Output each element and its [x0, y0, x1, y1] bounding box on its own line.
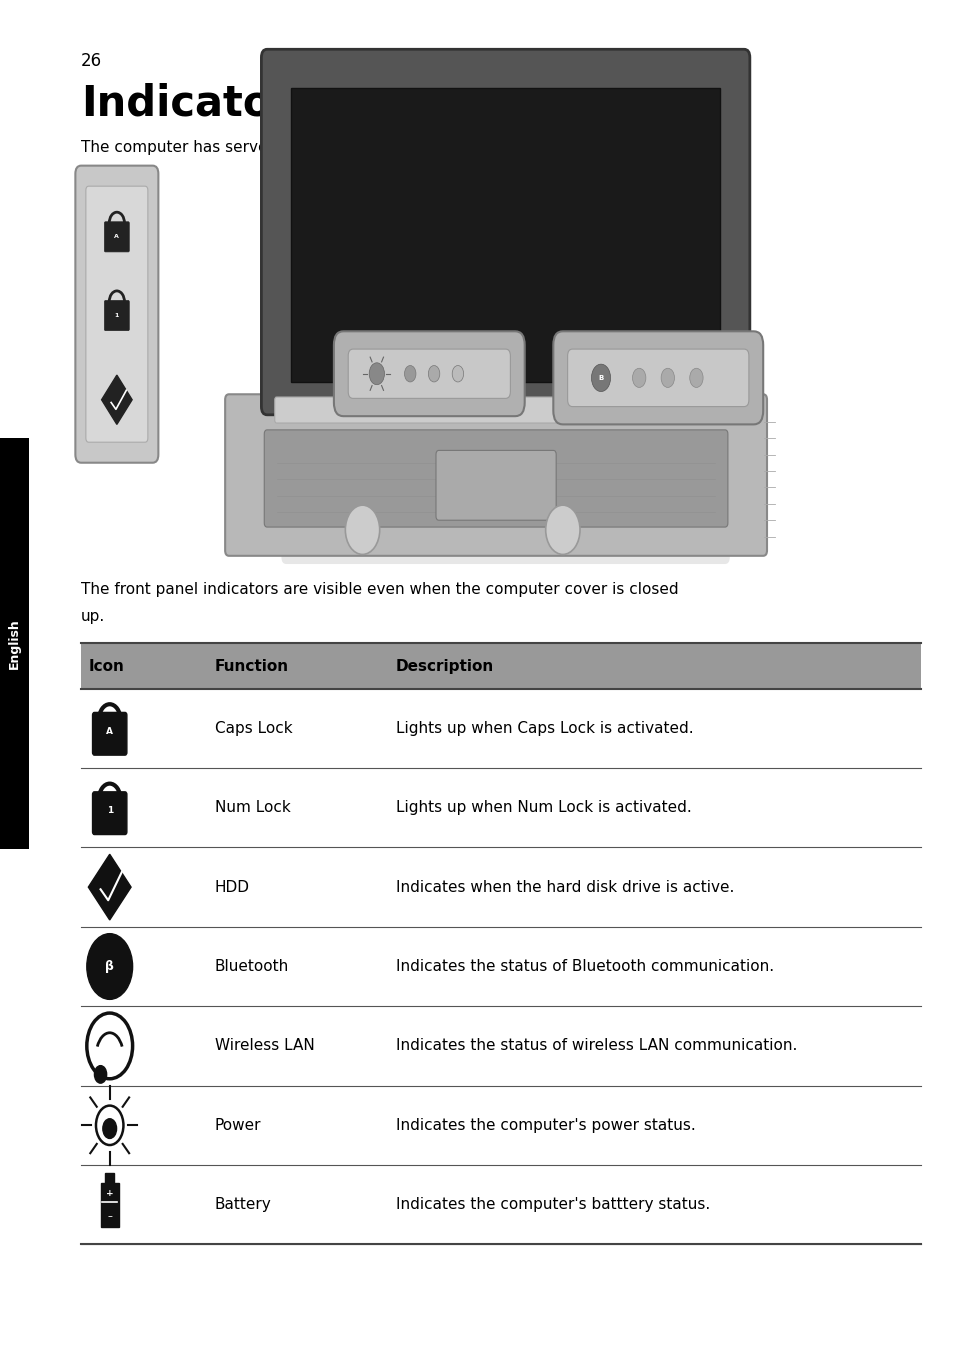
Text: Lights up when Num Lock is activated.: Lights up when Num Lock is activated.	[395, 801, 691, 815]
FancyBboxPatch shape	[436, 450, 556, 520]
FancyBboxPatch shape	[81, 1086, 920, 1165]
Text: –: –	[107, 1210, 112, 1221]
FancyBboxPatch shape	[105, 1173, 114, 1183]
Text: Indicates the status of wireless LAN communication.: Indicates the status of wireless LAN com…	[395, 1039, 797, 1053]
FancyBboxPatch shape	[105, 222, 130, 252]
Text: HDD: HDD	[214, 880, 250, 894]
Text: Function: Function	[214, 658, 289, 674]
Text: Num Lock: Num Lock	[214, 801, 290, 815]
Polygon shape	[89, 854, 131, 920]
Text: The front panel indicators are visible even when the computer cover is closed: The front panel indicators are visible e…	[81, 582, 678, 597]
Circle shape	[404, 366, 416, 382]
Text: Bluetooth: Bluetooth	[214, 960, 289, 973]
Circle shape	[428, 366, 439, 382]
Circle shape	[545, 505, 579, 554]
FancyBboxPatch shape	[81, 643, 920, 689]
FancyBboxPatch shape	[81, 847, 920, 927]
Text: Icon: Icon	[89, 658, 125, 674]
Text: Indicates the computer's batttery status.: Indicates the computer's batttery status…	[395, 1198, 709, 1212]
Text: up.: up.	[81, 609, 105, 624]
Text: A: A	[106, 727, 113, 737]
FancyBboxPatch shape	[81, 768, 920, 847]
Text: 1: 1	[107, 806, 112, 816]
Circle shape	[591, 364, 610, 392]
FancyBboxPatch shape	[0, 438, 29, 849]
Circle shape	[87, 934, 132, 999]
Text: 26: 26	[81, 52, 102, 70]
Text: Indicates when the hard disk drive is active.: Indicates when the hard disk drive is ac…	[395, 880, 734, 894]
FancyBboxPatch shape	[274, 397, 736, 423]
FancyBboxPatch shape	[553, 331, 762, 424]
FancyBboxPatch shape	[567, 349, 748, 407]
FancyBboxPatch shape	[100, 1183, 119, 1227]
FancyBboxPatch shape	[261, 49, 749, 415]
Text: 1: 1	[114, 314, 119, 318]
Circle shape	[103, 1118, 116, 1139]
FancyBboxPatch shape	[291, 88, 720, 382]
Circle shape	[632, 368, 645, 387]
FancyBboxPatch shape	[81, 1006, 920, 1086]
Text: A: A	[114, 234, 119, 240]
Text: β: β	[105, 960, 114, 973]
Text: acer: acer	[505, 392, 524, 400]
FancyBboxPatch shape	[81, 927, 920, 1006]
Circle shape	[345, 505, 379, 554]
FancyBboxPatch shape	[225, 394, 766, 556]
Circle shape	[94, 1065, 107, 1083]
FancyBboxPatch shape	[81, 1165, 920, 1244]
Text: The computer has serveral easy-to-read status indicators:: The computer has serveral easy-to-read s…	[81, 140, 526, 155]
Circle shape	[369, 363, 384, 385]
Circle shape	[452, 366, 463, 382]
Text: English: English	[8, 617, 21, 669]
FancyBboxPatch shape	[71, 162, 920, 564]
FancyBboxPatch shape	[264, 430, 727, 527]
Text: Power: Power	[214, 1118, 261, 1132]
Text: Lights up when Caps Lock is activated.: Lights up when Caps Lock is activated.	[395, 721, 693, 735]
FancyBboxPatch shape	[86, 186, 148, 442]
FancyBboxPatch shape	[105, 301, 130, 331]
FancyBboxPatch shape	[92, 712, 127, 756]
FancyBboxPatch shape	[348, 349, 510, 398]
FancyBboxPatch shape	[92, 791, 127, 835]
Text: Indicates the computer's power status.: Indicates the computer's power status.	[395, 1118, 695, 1132]
Text: Wireless LAN: Wireless LAN	[214, 1039, 314, 1053]
Circle shape	[660, 368, 674, 387]
FancyBboxPatch shape	[334, 331, 524, 416]
Text: Indicates the status of Bluetooth communication.: Indicates the status of Bluetooth commun…	[395, 960, 773, 973]
FancyBboxPatch shape	[281, 461, 729, 564]
Text: Caps Lock: Caps Lock	[214, 721, 292, 735]
Circle shape	[689, 368, 702, 387]
Text: Indicators: Indicators	[81, 82, 316, 125]
Text: +: +	[106, 1190, 113, 1198]
FancyBboxPatch shape	[81, 689, 920, 768]
Text: B: B	[598, 375, 603, 381]
Polygon shape	[101, 375, 132, 424]
Text: Description: Description	[395, 658, 494, 674]
FancyBboxPatch shape	[75, 166, 158, 463]
Text: Battery: Battery	[214, 1198, 271, 1212]
